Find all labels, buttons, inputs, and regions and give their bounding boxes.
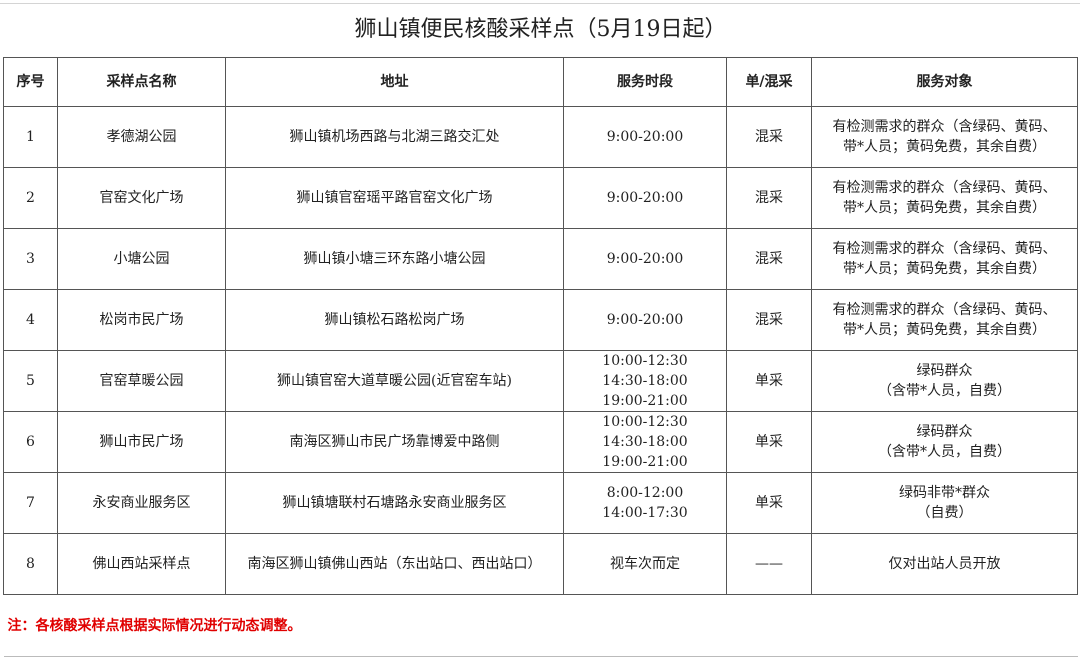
table-row: 5 官窑草暖公园 狮山镇官窑大道草暖公园(近官窑车站) 10:00-12:30 14:3… [3, 350, 1078, 412]
hours-line: 14:30-18:00 [602, 434, 688, 450]
target-line: 带*人员；黄码免费，其余自费） [843, 139, 1046, 155]
page-title: 狮山镇便民核酸采样点（5月19日起） [3, 3, 1078, 58]
header-name: 采样点名称 [57, 57, 226, 107]
footnote: 注：各核酸采样点根据实际情况进行动态调整。 [3, 594, 1078, 657]
target-line: 带*人员；黄码免费，其余自费） [843, 322, 1046, 338]
target-line: 带*人员；黄码免费，其余自费） [843, 261, 1046, 277]
hours-line: 9:00-20:00 [606, 129, 684, 145]
table-row: 3 小塘公园 狮山镇小塘三环东路小塘公园 9:00-20:00 混采 有检测需求的群众（含… [3, 228, 1078, 290]
cell-no: 1 [3, 106, 58, 168]
table-row: 6 狮山市民广场 南海区狮山市民广场靠博爱中路侧 10:00-12:30 14:30-1… [3, 411, 1078, 473]
target-line: （含带*人员，自费） [878, 383, 1011, 399]
cell-no: 4 [3, 289, 58, 351]
cell-hours: 9:00-20:00 [563, 228, 727, 290]
cell-target: 仅对出站人员开放 [811, 533, 1078, 595]
target-line: 有检测需求的群众（含绿码、黄码、 [832, 119, 1057, 135]
table-row: 2 官窑文化广场 狮山镇官窑瑶平路官窑文化广场 9:00-20:00 混采 有检测需求的群… [3, 167, 1078, 229]
cell-name: 官窑文化广场 [57, 167, 226, 229]
cell-mode: 单采 [726, 472, 812, 534]
header-target: 服务对象 [811, 57, 1078, 107]
cell-mode: 混采 [726, 289, 812, 351]
hours-line: 9:00-20:00 [606, 190, 684, 206]
cell-hours: 10:00-12:30 14:30-18:00 19:00-21:00 [563, 350, 727, 412]
table-row: 8 佛山西站采样点 南海区狮山镇佛山西站（东出站口、西出站口） 视车次而定 —— 仅对出站… [3, 533, 1078, 595]
cell-address: 狮山镇松石路松岗广场 [225, 289, 564, 351]
target-line: 绿码非带*群众 [899, 485, 990, 501]
hours-line: 8:00-12:00 [606, 485, 684, 501]
cell-target: 有检测需求的群众（含绿码、黄码、 带*人员；黄码免费，其余自费） [811, 289, 1078, 351]
table-row: 1 孝德湖公园 狮山镇机场西路与北湖三路交汇处 9:00-20:00 混采 有检测需求的群… [3, 106, 1078, 168]
target-line: 有检测需求的群众（含绿码、黄码、 [832, 180, 1057, 196]
hours-line: 10:00-12:30 [602, 414, 688, 430]
hours-line: 9:00-20:00 [606, 312, 684, 328]
cell-no: 2 [3, 167, 58, 229]
cell-no: 6 [3, 411, 58, 473]
header-address: 地址 [225, 57, 564, 107]
hours-line: 19:00-21:00 [602, 393, 688, 409]
cell-hours: 9:00-20:00 [563, 167, 727, 229]
hours-line: 10:00-12:30 [602, 353, 688, 369]
header-hours: 服务时段 [563, 57, 727, 107]
header-mode: 单/混采 [726, 57, 812, 107]
cell-no: 8 [3, 533, 58, 595]
target-line: （含带*人员，自费） [878, 444, 1011, 460]
cell-address: 狮山镇官窑瑶平路官窑文化广场 [225, 167, 564, 229]
cell-target: 有检测需求的群众（含绿码、黄码、 带*人员；黄码免费，其余自费） [811, 228, 1078, 290]
cell-name: 永安商业服务区 [57, 472, 226, 534]
hours-line: 9:00-20:00 [606, 251, 684, 267]
target-line: 绿码群众 [916, 363, 973, 379]
cell-hours: 9:00-20:00 [563, 289, 727, 351]
cell-address: 狮山镇官窑大道草暖公园(近官窑车站) [225, 350, 564, 412]
target-line: 仅对出站人员开放 [888, 556, 1001, 572]
cell-no: 3 [3, 228, 58, 290]
cell-hours: 视车次而定 [563, 533, 727, 595]
cell-target: 绿码群众 （含带*人员，自费） [811, 350, 1078, 412]
sampling-points-table: 狮山镇便民核酸采样点（5月19日起） 序号 采样点名称 地址 服务时段 单/混采 服务对象… [3, 3, 1078, 657]
cell-address: 南海区狮山市民广场靠博爱中路侧 [225, 411, 564, 473]
cell-target: 绿码群众 （含带*人员，自费） [811, 411, 1078, 473]
table-row: 4 松岗市民广场 狮山镇松石路松岗广场 9:00-20:00 混采 有检测需求的群众（含绿… [3, 289, 1078, 351]
cell-mode: 混采 [726, 228, 812, 290]
cell-target: 绿码非带*群众 （自费） [811, 472, 1078, 534]
cell-mode: 混采 [726, 106, 812, 168]
cell-no: 5 [3, 350, 58, 412]
cell-target: 有检测需求的群众（含绿码、黄码、 带*人员；黄码免费，其余自费） [811, 106, 1078, 168]
cell-name: 小塘公园 [57, 228, 226, 290]
cell-name: 狮山市民广场 [57, 411, 226, 473]
target-line: （自费） [916, 505, 973, 521]
cell-mode: 单采 [726, 411, 812, 473]
cell-mode: 混采 [726, 167, 812, 229]
target-line: 绿码群众 [916, 424, 973, 440]
cell-address: 狮山镇塘联村石塘路永安商业服务区 [225, 472, 564, 534]
hours-line: 14:30-18:00 [602, 373, 688, 389]
cell-name: 松岗市民广场 [57, 289, 226, 351]
header-no: 序号 [3, 57, 58, 107]
cell-address: 狮山镇小塘三环东路小塘公园 [225, 228, 564, 290]
cell-name: 佛山西站采样点 [57, 533, 226, 595]
target-line: 带*人员；黄码免费，其余自费） [843, 200, 1046, 216]
cell-hours: 8:00-12:00 14:00-17:30 [563, 472, 727, 534]
cell-no: 7 [3, 472, 58, 534]
cell-address: 南海区狮山镇佛山西站（东出站口、西出站口） [225, 533, 564, 595]
target-line: 有检测需求的群众（含绿码、黄码、 [832, 241, 1057, 257]
cell-name: 孝德湖公园 [57, 106, 226, 168]
cell-name: 官窑草暖公园 [57, 350, 226, 412]
cell-target: 有检测需求的群众（含绿码、黄码、 带*人员；黄码免费，其余自费） [811, 167, 1078, 229]
hours-line: 19:00-21:00 [602, 454, 688, 470]
cell-hours: 9:00-20:00 [563, 106, 727, 168]
cell-address: 狮山镇机场西路与北湖三路交汇处 [225, 106, 564, 168]
target-line: 有检测需求的群众（含绿码、黄码、 [832, 302, 1057, 318]
cell-mode: —— [726, 533, 812, 595]
cell-mode: 单采 [726, 350, 812, 412]
hours-line: 视车次而定 [610, 556, 680, 572]
table-row: 7 永安商业服务区 狮山镇塘联村石塘路永安商业服务区 8:00-12:00 14:00-… [3, 472, 1078, 534]
cell-hours: 10:00-12:30 14:30-18:00 19:00-21:00 [563, 411, 727, 473]
hours-line: 14:00-17:30 [602, 505, 688, 521]
